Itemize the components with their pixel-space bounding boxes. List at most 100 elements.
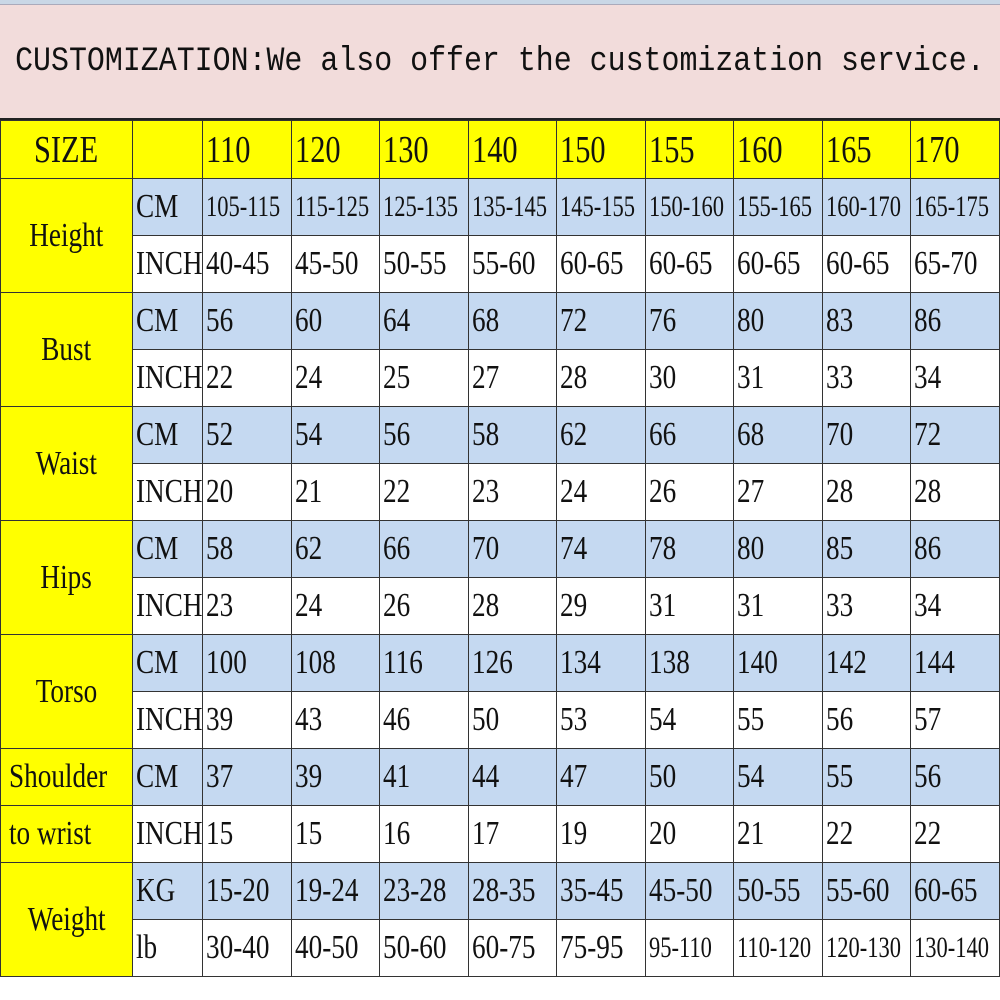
value-cell: 25 xyxy=(379,349,469,407)
value-text: 110-120 xyxy=(737,931,812,964)
value-cell: 17 xyxy=(467,805,558,863)
value-cell: 50 xyxy=(467,691,558,749)
value-cell: 54 xyxy=(290,406,381,464)
value-text: 75-95 xyxy=(560,929,624,966)
value-text: 28 xyxy=(471,587,499,624)
value-text: 72 xyxy=(914,416,942,453)
measure-label-cell: Shoulder xyxy=(0,748,133,806)
value-cell: 83 xyxy=(821,292,912,350)
value-text: 45-50 xyxy=(648,872,713,909)
measure-label-cell: Torso xyxy=(0,634,133,749)
value-cell: 56 xyxy=(910,748,1000,806)
value-text: 35-45 xyxy=(560,872,624,909)
size-header-150: 150 xyxy=(556,120,646,179)
value-text: 47 xyxy=(560,758,588,795)
value-cell: 60-65 xyxy=(910,862,1000,920)
value-text: 80 xyxy=(737,302,765,339)
value-text: 54 xyxy=(737,758,765,795)
value-text: 27 xyxy=(471,359,499,396)
value-text: 15-20 xyxy=(206,872,270,909)
value-cell: 20 xyxy=(644,805,735,863)
value-text: 24 xyxy=(294,359,322,396)
value-cell: 86 xyxy=(910,520,1000,578)
value-text: 28-35 xyxy=(471,872,536,909)
value-text: 58 xyxy=(206,530,234,567)
value-text: 120-130 xyxy=(825,931,901,964)
value-cell: 28 xyxy=(910,463,1000,521)
value-cell: 34 xyxy=(910,577,1000,635)
value-text: 33 xyxy=(825,587,854,624)
value-text: 40-50 xyxy=(294,929,359,966)
value-cell: 60-65 xyxy=(821,235,912,293)
value-text: 68 xyxy=(737,416,765,453)
value-cell: 23 xyxy=(202,577,292,635)
size-label: 170 xyxy=(914,128,960,171)
value-text: 15 xyxy=(206,815,234,852)
banner-text: CUSTOMIZATION:We also offer the customiz… xyxy=(15,42,985,81)
unit-cell: CM xyxy=(132,748,203,806)
value-text: 31 xyxy=(737,359,765,396)
value-text: 50-55 xyxy=(383,245,447,282)
unit-cell: CM xyxy=(132,520,203,578)
value-cell: 142 xyxy=(821,634,912,692)
value-text: 64 xyxy=(383,302,411,339)
value-text: 165-175 xyxy=(914,190,990,223)
unit-cell: INCH xyxy=(132,805,203,863)
unit-cell: INCH xyxy=(132,577,203,635)
value-cell: 33 xyxy=(821,577,912,635)
unit-cell: INCH xyxy=(132,691,203,749)
value-cell: 135-145 xyxy=(467,178,558,236)
value-text: 70 xyxy=(825,416,854,453)
value-text: 108 xyxy=(294,644,336,681)
value-cell: 50-60 xyxy=(379,919,469,977)
value-cell: 54 xyxy=(644,691,735,749)
value-cell: 62 xyxy=(556,406,646,464)
value-cell: 26 xyxy=(379,577,469,635)
size-header-label: SIZE xyxy=(34,128,99,171)
value-text: 60-65 xyxy=(914,872,978,909)
value-text: 53 xyxy=(560,701,588,738)
value-cell: 52 xyxy=(202,406,292,464)
value-text: 23-28 xyxy=(383,872,447,909)
value-cell: 50 xyxy=(644,748,735,806)
value-text: 26 xyxy=(383,587,411,624)
top-gridline xyxy=(0,0,1000,5)
table-row: lb 30-40 40-50 50-60 60-75 75-95 95-110 110-120… xyxy=(1,919,1000,977)
size-label: 140 xyxy=(471,128,518,171)
value-text: 60 xyxy=(294,302,322,339)
value-cell: 56 xyxy=(379,406,469,464)
value-text: 31 xyxy=(648,587,676,624)
value-cell: 20 xyxy=(202,463,292,521)
table-row: Hips CM 58 62 66 70 74 78 80 85 86 xyxy=(0,520,1000,635)
value-text: 46 xyxy=(383,701,411,738)
value-text: 66 xyxy=(648,416,676,453)
table-row: Waist CM 52 54 56 58 62 66 68 70 72 xyxy=(0,406,1000,521)
value-text: 50-55 xyxy=(737,872,801,909)
value-text: 116 xyxy=(383,644,423,681)
size-header-120: 120 xyxy=(290,120,381,179)
value-text: 58 xyxy=(471,416,499,453)
value-text: 50 xyxy=(471,701,499,738)
value-cell: 45-50 xyxy=(290,235,381,293)
customization-banner: CUSTOMIZATION:We also offer the customiz… xyxy=(0,5,1000,120)
value-text: 78 xyxy=(648,530,676,567)
value-text: 85 xyxy=(825,530,854,567)
value-text: 40-45 xyxy=(206,245,270,282)
value-text: 60-75 xyxy=(471,929,536,966)
value-cell: 28-35 xyxy=(467,862,558,920)
value-cell: 60-75 xyxy=(467,919,558,977)
value-text: 31 xyxy=(737,587,765,624)
value-text: 134 xyxy=(560,644,601,681)
unit-label: CM xyxy=(136,416,179,453)
value-cell: 35-45 xyxy=(556,862,646,920)
value-cell: 55 xyxy=(821,748,912,806)
unit-cell: CM xyxy=(132,634,203,692)
header-row: SIZE 110 120 130 140 150 155 160 165 170 xyxy=(0,120,1000,179)
measure-label: Height xyxy=(29,216,104,254)
value-text: 54 xyxy=(648,701,676,738)
value-cell: 55 xyxy=(733,691,823,749)
value-cell: 15 xyxy=(202,805,292,863)
value-cell: 134 xyxy=(556,634,646,692)
value-text: 138 xyxy=(648,644,690,681)
value-cell: 31 xyxy=(733,349,823,407)
